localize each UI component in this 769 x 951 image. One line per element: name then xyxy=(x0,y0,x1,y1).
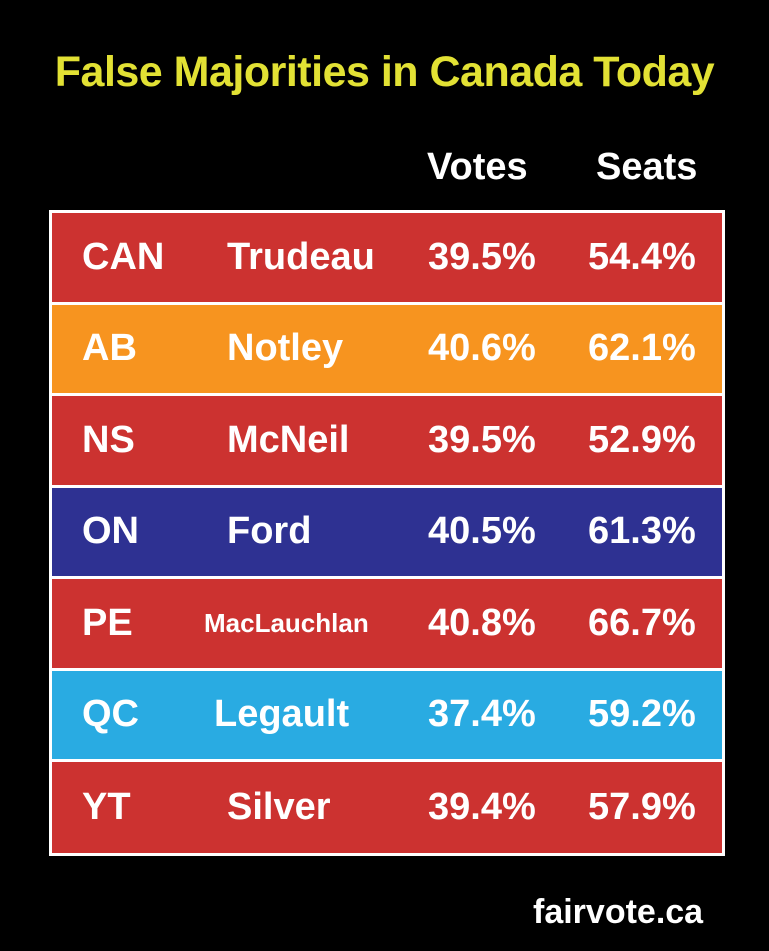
votes-percent: 40.5% xyxy=(428,510,536,553)
province-code: YT xyxy=(82,786,131,828)
votes-percent: 40.6% xyxy=(428,327,536,370)
seats-percent: 57.9% xyxy=(588,786,696,828)
source-link[interactable]: fairvote.ca xyxy=(533,893,704,931)
leader-name: Legault xyxy=(214,693,350,736)
seats-percent: 62.1% xyxy=(588,327,696,370)
province-code: QC xyxy=(82,693,139,736)
leader-name: McNeil xyxy=(227,418,350,461)
table-row: ON Ford 40.5% 61.3% xyxy=(52,487,722,579)
leader-name: Trudeau xyxy=(227,235,375,278)
votes-percent: 40.8% xyxy=(428,601,536,644)
table-row: YT Silver 39.4% 57.9% xyxy=(52,762,722,853)
chart-title: False Majorities in Canada Today xyxy=(54,48,715,96)
seats-percent: 52.9% xyxy=(588,418,696,461)
leader-name: MacLauchlan xyxy=(204,607,369,638)
province-code: AB xyxy=(82,327,137,370)
votes-percent: 39.5% xyxy=(428,235,536,278)
seats-percent: 59.2% xyxy=(588,693,696,736)
results-table: CAN Trudeau 39.5% 54.4% AB Notley 40.6% … xyxy=(49,210,725,856)
province-code: CAN xyxy=(82,235,165,278)
leader-name: Ford xyxy=(227,510,312,553)
leader-name: Silver xyxy=(227,786,331,828)
votes-percent: 39.4% xyxy=(428,786,536,828)
seats-percent: 61.3% xyxy=(588,510,696,553)
province-code: ON xyxy=(82,510,139,553)
column-header-votes: Votes xyxy=(427,146,528,188)
table-row: NS McNeil 39.5% 52.9% xyxy=(52,396,722,488)
province-code: NS xyxy=(82,418,135,461)
table-row: PE MacLauchlan 40.8% 66.7% xyxy=(52,579,722,671)
votes-percent: 39.5% xyxy=(428,418,536,461)
table-row: QC Legault 37.4% 59.2% xyxy=(52,670,722,762)
province-code: PE xyxy=(82,601,133,644)
column-header-seats: Seats xyxy=(596,146,698,188)
seats-percent: 54.4% xyxy=(588,235,696,278)
seats-percent: 66.7% xyxy=(588,601,696,644)
table-row: CAN Trudeau 39.5% 54.4% xyxy=(52,213,722,305)
votes-percent: 37.4% xyxy=(428,693,536,736)
leader-name: Notley xyxy=(227,327,344,370)
table-row: AB Notley 40.6% 62.1% xyxy=(52,304,722,396)
